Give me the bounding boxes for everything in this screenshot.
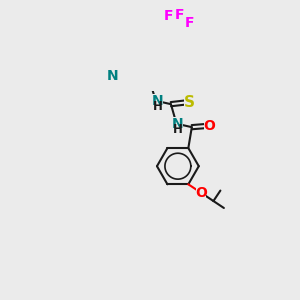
Bar bbox=[196, 188, 206, 197]
Text: F: F bbox=[175, 8, 185, 22]
Text: O: O bbox=[203, 119, 215, 133]
Text: H: H bbox=[153, 100, 163, 113]
Bar bbox=[204, 121, 214, 131]
Bar bbox=[148, 94, 163, 107]
Text: F: F bbox=[164, 9, 173, 23]
Text: N: N bbox=[172, 117, 184, 131]
Text: N: N bbox=[152, 94, 164, 108]
Text: F: F bbox=[184, 16, 194, 30]
Text: S: S bbox=[184, 94, 194, 110]
Bar bbox=[184, 97, 194, 107]
Text: N: N bbox=[106, 69, 118, 83]
Bar bbox=[170, 117, 183, 130]
Text: H: H bbox=[173, 124, 183, 136]
Bar bbox=[107, 71, 117, 81]
Text: O: O bbox=[195, 186, 207, 200]
